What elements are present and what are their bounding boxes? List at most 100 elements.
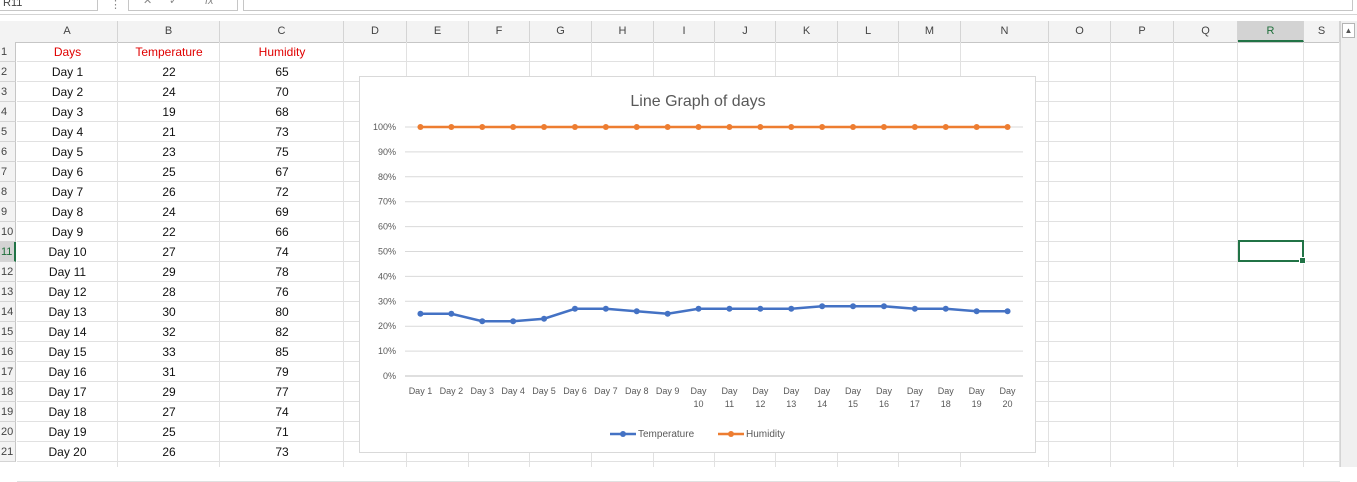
row-header-3[interactable]: 3 (0, 82, 16, 102)
table-cell[interactable]: Day 17 (48, 385, 87, 399)
table-cell[interactable]: 75 (275, 145, 289, 159)
table-cell[interactable]: 26 (162, 185, 176, 199)
row-header-8[interactable]: 8 (0, 182, 16, 202)
column-header-d[interactable]: D (344, 21, 407, 42)
row-header-11[interactable]: 11 (0, 242, 16, 262)
column-header-b[interactable]: B (118, 21, 220, 42)
name-box[interactable]: R11 (0, 0, 98, 11)
column-header-j[interactable]: J (715, 21, 776, 42)
table-cell[interactable]: Day 12 (48, 285, 87, 299)
table-cell[interactable]: Day 2 (51, 85, 84, 99)
table-cell[interactable]: Day 5 (51, 145, 84, 159)
table-cell[interactable]: 73 (275, 125, 289, 139)
row-header-20[interactable]: 20 (0, 422, 16, 442)
column-heading-cell[interactable]: Days (53, 45, 82, 59)
table-cell[interactable]: 25 (162, 425, 176, 439)
table-cell[interactable]: 28 (162, 285, 176, 299)
column-header-p[interactable]: P (1111, 21, 1174, 42)
table-cell[interactable]: 21 (162, 125, 176, 139)
column-header-k[interactable]: K (776, 21, 838, 42)
vertical-scrollbar[interactable]: ▲ (1340, 21, 1357, 467)
column-header-r[interactable]: R (1238, 21, 1304, 42)
cancel-icon[interactable]: ✕ (143, 0, 153, 7)
table-cell[interactable]: 27 (162, 405, 176, 419)
row-header-7[interactable]: 7 (0, 162, 16, 182)
column-header-s[interactable]: S (1304, 21, 1340, 42)
scroll-up-arrow-icon[interactable]: ▲ (1342, 23, 1355, 38)
row-header-2[interactable]: 2 (0, 62, 16, 82)
table-cell[interactable]: 22 (162, 225, 176, 239)
row-header-18[interactable]: 18 (0, 382, 16, 402)
table-cell[interactable]: 73 (275, 445, 289, 459)
row-header-5[interactable]: 5 (0, 122, 16, 142)
row-header-21[interactable]: 21 (0, 442, 16, 462)
table-cell[interactable]: Day 14 (48, 325, 87, 339)
table-cell[interactable]: Day 3 (51, 105, 84, 119)
column-header-l[interactable]: L (838, 21, 899, 42)
table-cell[interactable]: Day 6 (51, 165, 84, 179)
row-header-16[interactable]: 16 (0, 342, 16, 362)
table-cell[interactable]: Day 16 (48, 365, 87, 379)
table-cell[interactable]: Day 10 (48, 245, 87, 259)
column-header-h[interactable]: H (592, 21, 654, 42)
table-cell[interactable]: 27 (162, 245, 176, 259)
row-header-12[interactable]: 12 (0, 262, 16, 282)
table-cell[interactable]: 71 (275, 425, 289, 439)
table-cell[interactable]: 78 (275, 265, 289, 279)
table-cell[interactable]: Day 8 (51, 205, 84, 219)
table-cell[interactable]: 26 (162, 445, 176, 459)
row-header-4[interactable]: 4 (0, 102, 16, 122)
column-header-m[interactable]: M (899, 21, 961, 42)
formula-input[interactable] (243, 0, 1353, 11)
column-header-g[interactable]: G (530, 21, 592, 42)
line-chart[interactable]: Line Graph of days 0% 10% 20% 30% 40% 50% 60% 70… (359, 76, 1036, 453)
table-cell[interactable]: Day 1 (51, 65, 84, 79)
table-cell[interactable]: 32 (162, 325, 176, 339)
table-cell[interactable]: 74 (275, 405, 289, 419)
table-cell[interactable]: 67 (275, 165, 289, 179)
row-header-10[interactable]: 10 (0, 222, 16, 242)
column-heading-cell[interactable]: Temperature (135, 45, 203, 59)
table-cell[interactable]: 24 (162, 85, 176, 99)
column-header-e[interactable]: E (407, 21, 469, 42)
table-cell[interactable]: 24 (162, 205, 176, 219)
table-cell[interactable]: Day 19 (48, 425, 87, 439)
table-cell[interactable]: Day 11 (48, 265, 87, 279)
table-cell[interactable]: 77 (275, 385, 289, 399)
table-cell[interactable]: 33 (162, 345, 176, 359)
table-cell[interactable]: 72 (275, 185, 289, 199)
column-header-n[interactable]: N (961, 21, 1049, 42)
column-heading-cell[interactable]: Humidity (258, 45, 306, 59)
formula-bar-grip[interactable]: ⋮ (110, 0, 121, 11)
row-header-13[interactable]: 13 (0, 282, 16, 302)
column-header-f[interactable]: F (469, 21, 530, 42)
column-header-c[interactable]: C (220, 21, 344, 42)
enter-icon[interactable]: ✓ (169, 0, 179, 7)
table-cell[interactable]: 29 (162, 385, 176, 399)
row-header-19[interactable]: 19 (0, 402, 16, 422)
table-cell[interactable]: 66 (275, 225, 289, 239)
table-cell[interactable]: Day 20 (48, 445, 87, 459)
column-header-o[interactable]: O (1049, 21, 1111, 42)
table-cell[interactable]: 19 (162, 105, 176, 119)
row-header-15[interactable]: 15 (0, 322, 16, 342)
column-header-i[interactable]: I (654, 21, 715, 42)
column-header-q[interactable]: Q (1174, 21, 1238, 42)
table-cell[interactable]: 74 (275, 245, 289, 259)
row-header-1[interactable]: 1 (0, 42, 16, 62)
insert-function-icon[interactable]: fx (205, 0, 214, 7)
row-header-17[interactable]: 17 (0, 362, 16, 382)
table-cell[interactable]: 76 (275, 285, 289, 299)
table-cell[interactable]: 25 (162, 165, 176, 179)
column-header-a[interactable]: A (17, 21, 118, 42)
table-cell[interactable]: 68 (275, 105, 289, 119)
table-cell[interactable]: Day 13 (48, 305, 87, 319)
table-cell[interactable]: 65 (275, 65, 289, 79)
table-cell[interactable]: Day 15 (48, 345, 87, 359)
row-header-9[interactable]: 9 (0, 202, 16, 222)
table-cell[interactable]: 23 (162, 145, 176, 159)
table-cell[interactable]: 82 (275, 325, 289, 339)
table-cell[interactable]: 31 (162, 365, 176, 379)
table-cell[interactable]: 85 (275, 345, 289, 359)
table-cell[interactable]: 79 (275, 365, 289, 379)
